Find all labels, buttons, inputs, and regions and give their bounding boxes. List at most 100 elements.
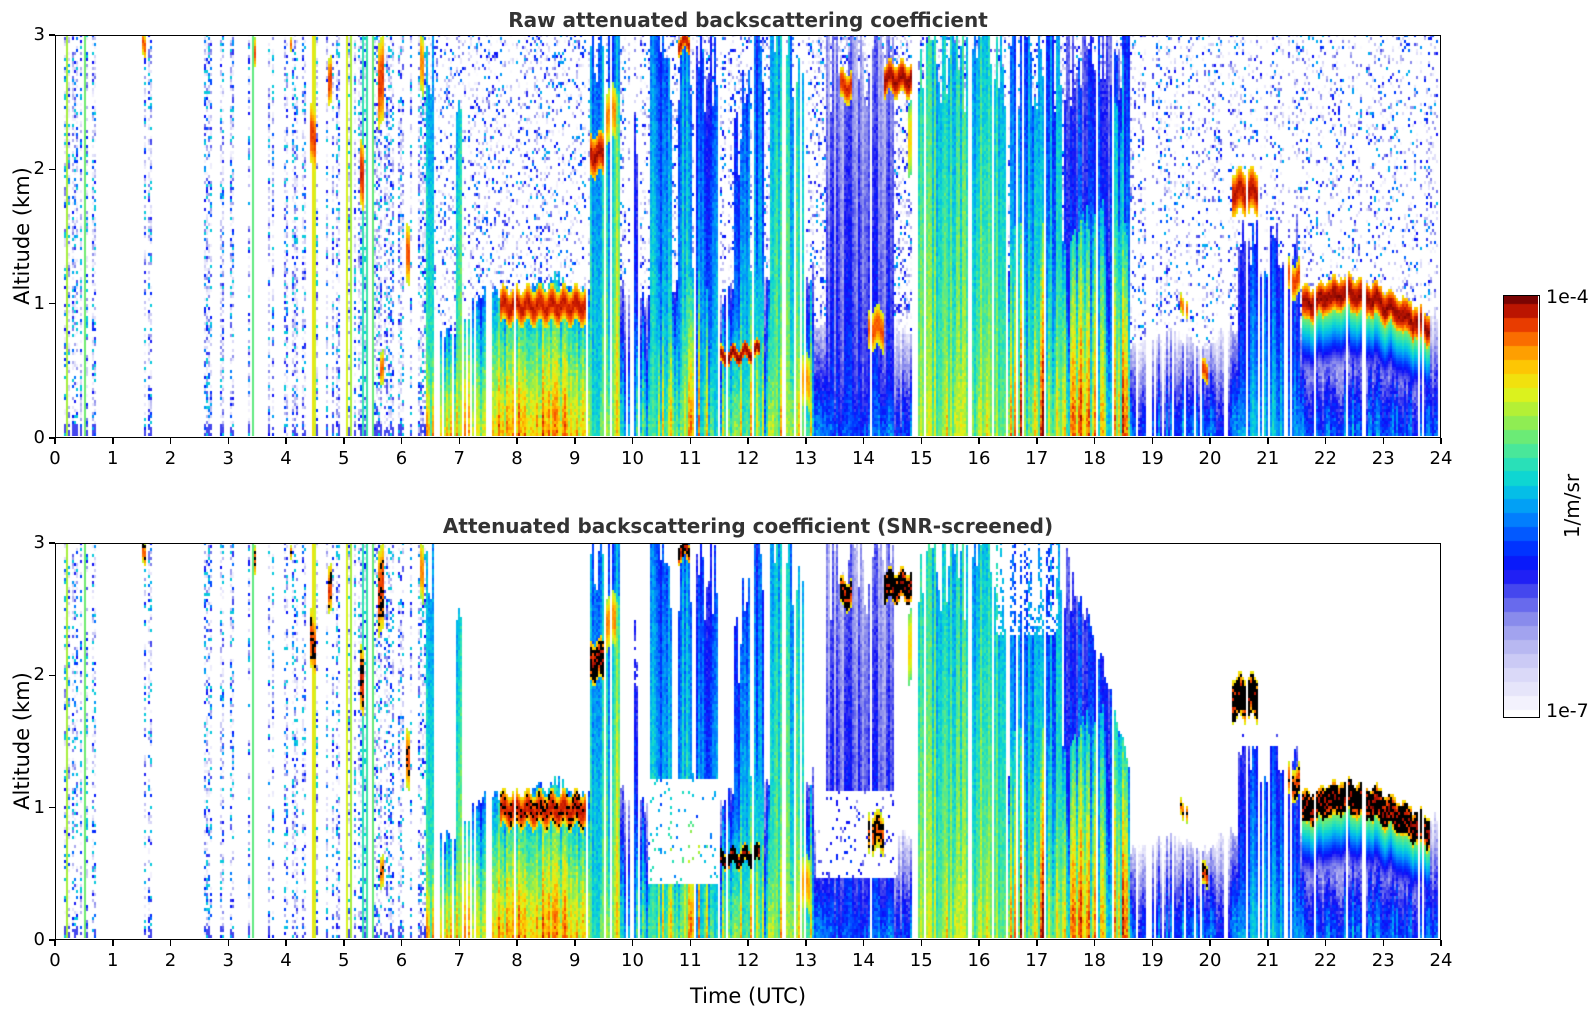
x-tick-label: 10 — [621, 448, 644, 469]
x-tick-label: 13 — [794, 950, 818, 971]
x-tick-label: 12 — [736, 950, 760, 971]
x-tick-label: 5 — [338, 950, 350, 971]
x-tick-label: 24 — [1429, 448, 1453, 469]
x-tick-mark — [343, 438, 345, 444]
x-tick-mark — [1267, 940, 1269, 946]
y-tick-mark — [49, 806, 55, 809]
x-axis-label: Time (UTC) — [689, 984, 807, 1008]
x-tick-mark — [1324, 940, 1327, 946]
x-tick-mark — [1209, 940, 1211, 946]
x-tick-label: 1 — [107, 950, 119, 971]
x-tick-mark — [747, 940, 749, 946]
x-tick-label: 18 — [1083, 448, 1106, 469]
x-tick-mark — [400, 438, 403, 444]
x-tick-label: 5 — [338, 448, 350, 469]
x-tick-label: 13 — [794, 448, 818, 469]
x-tick-mark — [574, 940, 576, 946]
x-tick-mark — [285, 438, 287, 444]
y-tick-mark — [49, 168, 55, 171]
x-tick-mark — [805, 940, 807, 946]
y-tick-label: 3 — [33, 532, 45, 553]
y-tick-mark — [49, 542, 55, 544]
x-tick-mark — [574, 438, 576, 444]
panel-screened-plot — [55, 543, 1441, 940]
x-tick-label: 24 — [1429, 950, 1453, 971]
x-tick-mark — [227, 438, 229, 444]
y-tick-label: 3 — [33, 24, 45, 45]
x-tick-mark — [862, 940, 865, 946]
x-tick-mark — [400, 940, 403, 946]
x-tick-label: 21 — [1256, 448, 1280, 469]
x-tick-mark — [54, 438, 56, 444]
x-tick-mark — [112, 438, 114, 444]
x-tick-mark — [1151, 940, 1153, 946]
x-tick-label: 14 — [852, 950, 875, 971]
x-tick-mark — [689, 940, 691, 946]
x-tick-mark — [1440, 940, 1442, 946]
x-tick-label: 15 — [909, 448, 933, 469]
x-tick-label: 20 — [1198, 448, 1222, 469]
x-tick-mark — [112, 940, 114, 946]
y-tick-label: 1 — [33, 796, 45, 818]
colorbar-min-label: 1e-7 — [1546, 700, 1589, 722]
x-tick-mark — [747, 438, 749, 444]
y-tick-label: 2 — [33, 158, 45, 180]
y-tick-label: 0 — [33, 929, 45, 950]
x-tick-mark — [920, 940, 922, 946]
colorbar — [1503, 295, 1540, 718]
x-tick-mark — [1267, 438, 1269, 444]
panel-raw-title: Raw attenuated backscattering coefficien… — [508, 8, 988, 32]
x-tick-mark — [689, 438, 691, 444]
x-tick-mark — [1440, 438, 1442, 444]
x-tick-mark — [920, 438, 922, 444]
panel-screened-title: Attenuated backscattering coefficient (S… — [442, 514, 1054, 538]
x-tick-mark — [978, 438, 980, 444]
x-tick-label: 21 — [1256, 950, 1280, 971]
x-tick-mark — [54, 940, 56, 946]
x-tick-label: 23 — [1371, 448, 1395, 469]
colorbar-max-label: 1e-4 — [1546, 286, 1589, 308]
x-tick-label: 6 — [395, 448, 408, 469]
x-tick-mark — [343, 940, 345, 946]
x-tick-label: 9 — [569, 950, 581, 971]
x-tick-label: 7 — [453, 950, 465, 971]
x-tick-label: 10 — [621, 950, 644, 971]
x-tick-label: 22 — [1314, 950, 1337, 971]
colorbar-unit-label: 1/m/sr — [1560, 473, 1584, 539]
y-tick-label: 2 — [33, 664, 45, 686]
x-tick-label: 11 — [678, 950, 702, 971]
x-tick-mark — [458, 940, 460, 946]
x-tick-label: 12 — [736, 448, 760, 469]
y-tick-label: 1 — [33, 292, 45, 314]
x-tick-label: 6 — [395, 950, 408, 971]
x-tick-mark — [458, 438, 460, 444]
x-tick-label: 2 — [164, 950, 177, 971]
x-tick-label: 8 — [511, 950, 523, 971]
x-tick-mark — [169, 940, 172, 946]
x-tick-label: 20 — [1198, 950, 1222, 971]
x-tick-label: 7 — [453, 448, 465, 469]
x-tick-label: 1 — [107, 448, 119, 469]
x-tick-label: 18 — [1083, 950, 1106, 971]
x-tick-label: 9 — [569, 448, 581, 469]
x-tick-mark — [862, 438, 865, 444]
x-tick-label: 19 — [1140, 950, 1164, 971]
x-tick-mark — [805, 438, 807, 444]
x-tick-mark — [169, 438, 172, 444]
x-tick-mark — [1036, 940, 1038, 946]
panel-raw-heatmap-canvas — [56, 36, 1439, 436]
x-tick-mark — [1093, 940, 1096, 946]
x-tick-label: 0 — [49, 950, 61, 971]
x-tick-mark — [631, 940, 634, 946]
x-tick-mark — [1382, 940, 1384, 946]
x-tick-mark — [516, 438, 518, 444]
x-tick-mark — [631, 438, 634, 444]
y-axis-label-screened: Altitude (km) — [10, 672, 34, 810]
y-tick-mark — [49, 674, 55, 677]
y-tick-mark — [49, 939, 55, 941]
x-tick-label: 2 — [164, 448, 177, 469]
x-tick-mark — [1093, 438, 1096, 444]
x-tick-mark — [516, 940, 518, 946]
x-tick-label: 4 — [280, 950, 292, 971]
